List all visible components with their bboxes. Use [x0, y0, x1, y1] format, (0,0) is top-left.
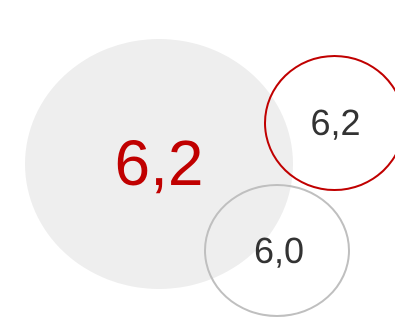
top-right-bubble: 6,2 [264, 55, 395, 191]
main-bubble-value: 6,2 [114, 127, 204, 199]
bottom-bubble-value: 6,0 [253, 229, 305, 271]
top-right-bubble-value: 6,2 [310, 102, 361, 143]
main-bubble: 6,2 [25, 39, 293, 289]
bottom-bubble: 6,0 [204, 184, 350, 317]
